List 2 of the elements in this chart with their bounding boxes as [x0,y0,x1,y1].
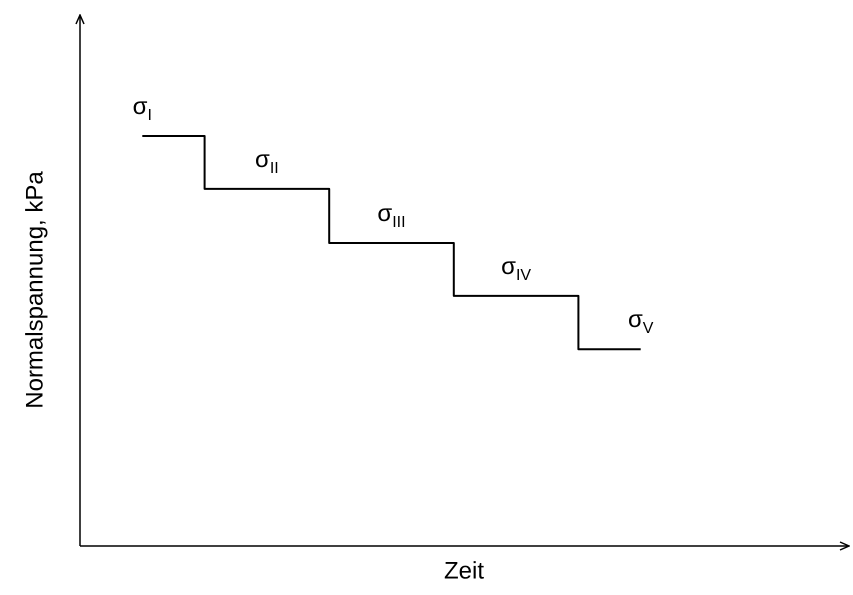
x-axis-title: Zeit [444,558,484,585]
y-axis-title: Normalspannung, kPa [22,170,49,409]
